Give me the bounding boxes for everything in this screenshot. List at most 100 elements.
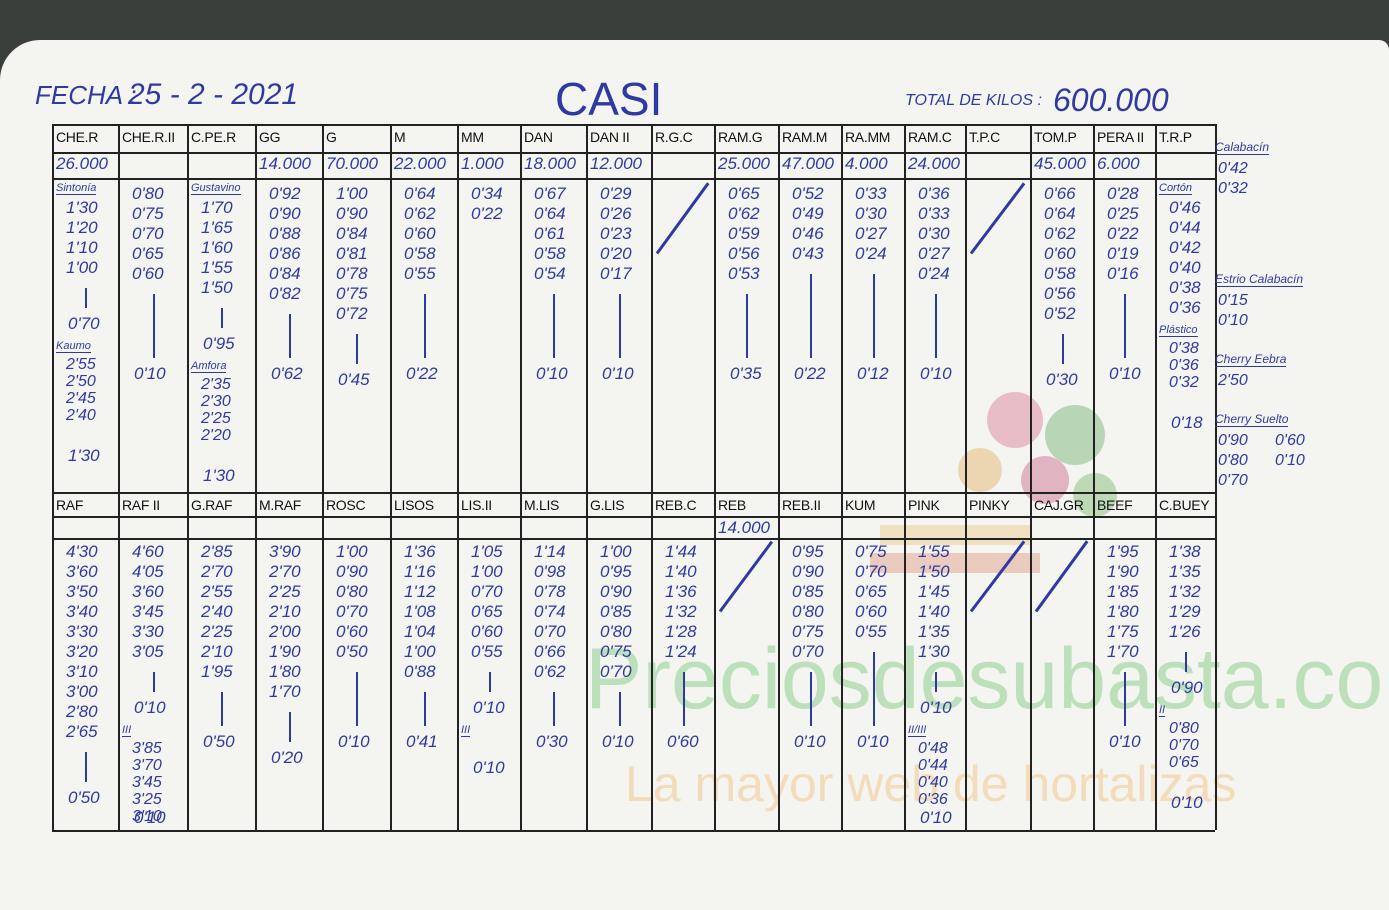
column-header-kum: KUM bbox=[845, 497, 876, 513]
price-value: 0'52 bbox=[792, 184, 824, 203]
price-value: 1'00 bbox=[471, 562, 503, 581]
minimum-price: 0'35 bbox=[730, 364, 762, 383]
grid-line bbox=[255, 492, 257, 830]
minimum-price: 0'70 bbox=[68, 314, 100, 333]
price-list: 1'70 1'65 1'60 1'55 1'50 bbox=[201, 198, 233, 298]
price-value: 0'62 bbox=[404, 204, 436, 223]
price-value: 0'36 bbox=[1169, 357, 1199, 374]
price-list: 0'64 0'62 0'60 0'58 0'55 bbox=[404, 184, 436, 284]
column-header-c-buey: C.BUEY bbox=[1159, 497, 1210, 513]
price-value: 0'86 bbox=[269, 244, 301, 263]
price-value: 0'55 bbox=[404, 264, 436, 283]
grid-line bbox=[52, 492, 54, 830]
price-value: 3'45 bbox=[132, 602, 164, 621]
grid-line bbox=[255, 124, 257, 492]
price-value: 0'90 bbox=[336, 204, 368, 223]
column-header-reb-c: REB.C bbox=[655, 497, 697, 513]
price-value: 0'90 bbox=[336, 562, 368, 581]
range-line bbox=[152, 294, 155, 358]
grid-line bbox=[187, 492, 189, 830]
column-kilos: 14.000 bbox=[718, 518, 770, 537]
price-value: 0'88 bbox=[269, 224, 301, 243]
column-header-r-g-c: R.G.C bbox=[655, 129, 693, 145]
price-value: 3'10 bbox=[66, 662, 98, 681]
price-list: 2'35 2'30 2'25 2'20 bbox=[201, 376, 231, 444]
range-line bbox=[288, 314, 291, 358]
price-value: 1'12 bbox=[404, 582, 436, 601]
price-value: 3'25 bbox=[132, 791, 162, 808]
price-value: 3'90 bbox=[269, 542, 301, 561]
grid-line bbox=[778, 124, 780, 492]
price-value: 0'25 bbox=[1107, 204, 1139, 223]
price-value: 0'90 bbox=[269, 204, 301, 223]
price-value: 0'24 bbox=[918, 264, 950, 283]
minimum-price: 0'10 bbox=[602, 364, 634, 383]
price-value: 0'62 bbox=[534, 662, 566, 681]
minimum-price: 0'10 bbox=[920, 698, 952, 717]
variety-label: Kaumo bbox=[56, 340, 91, 353]
column-kilos: 14.000 bbox=[259, 154, 311, 173]
column-header-m-lis: M.LIS bbox=[524, 497, 560, 513]
price-value: 1'26 bbox=[1169, 622, 1201, 641]
column-header-caj-gr: CAJ.GR bbox=[1034, 497, 1084, 513]
price-value: 0'75 bbox=[855, 542, 887, 561]
variety-label: III bbox=[461, 724, 471, 737]
column-header-pinky: PINKY bbox=[969, 497, 1010, 513]
price-value: 1'70 bbox=[269, 682, 301, 701]
price-value: 0'85 bbox=[792, 582, 824, 601]
side-note-value: 2'50 bbox=[1218, 372, 1248, 389]
price-value: 0'40 bbox=[918, 774, 948, 791]
price-value: 3'05 bbox=[132, 642, 164, 661]
price-value: 1'60 bbox=[201, 238, 233, 257]
price-value: 0'81 bbox=[336, 244, 368, 263]
price-value: 0'27 bbox=[855, 224, 887, 243]
range-line bbox=[682, 672, 685, 726]
column-header-pera-ii: PERA II bbox=[1097, 129, 1144, 145]
minimum-price: 0'10 bbox=[134, 808, 166, 827]
column-header-tom-p: TOM.P bbox=[1034, 129, 1077, 145]
grid-line bbox=[904, 492, 906, 830]
price-value: 2'20 bbox=[201, 427, 231, 444]
side-note-value: 0'10 bbox=[1218, 312, 1248, 329]
column-header-beef: BEEF bbox=[1097, 497, 1133, 513]
price-value: 0'65 bbox=[132, 244, 164, 263]
grid-line bbox=[1093, 492, 1095, 830]
price-value: 3'20 bbox=[66, 642, 98, 661]
price-value: 1'90 bbox=[269, 642, 301, 661]
price-value: 1'50 bbox=[201, 278, 233, 297]
price-value: 0'92 bbox=[269, 184, 301, 203]
column-header-m: M bbox=[394, 129, 406, 145]
price-list: 0'34 0'22 bbox=[471, 184, 503, 224]
price-value: 1'70 bbox=[1107, 642, 1139, 661]
page-title: CASI bbox=[555, 73, 663, 125]
grid-line bbox=[1155, 124, 1157, 492]
price-value: 1'95 bbox=[1107, 542, 1139, 561]
price-value: 0'55 bbox=[855, 622, 887, 641]
price-value: 1'28 bbox=[665, 622, 697, 641]
minimum-price: 0'95 bbox=[203, 334, 235, 353]
column-kilos: 26.000 bbox=[56, 154, 108, 173]
price-value: 0'30 bbox=[855, 204, 887, 223]
variety-label: Sintonía bbox=[56, 182, 97, 195]
price-value: 2'40 bbox=[201, 602, 233, 621]
price-value: 0'61 bbox=[534, 224, 566, 243]
price-list: 0'75 0'70 0'65 0'60 0'55 bbox=[855, 542, 887, 642]
price-value: 2'00 bbox=[269, 622, 301, 641]
price-value: 2'50 bbox=[66, 373, 96, 390]
price-value: 0'40 bbox=[1169, 258, 1201, 277]
price-value: 1'75 bbox=[1107, 622, 1139, 641]
minimum-price: 0'10 bbox=[134, 364, 166, 383]
price-value: 1'95 bbox=[201, 662, 233, 681]
price-value: 0'46 bbox=[1169, 198, 1201, 217]
price-value: 0'34 bbox=[471, 184, 503, 203]
price-value: 1'40 bbox=[918, 602, 950, 621]
price-value: 1'38 bbox=[1169, 542, 1201, 561]
price-value: 0'33 bbox=[918, 204, 950, 223]
price-value: 0'70 bbox=[534, 622, 566, 641]
minimum-price: 0'10 bbox=[134, 698, 166, 717]
variety-label: Cortón bbox=[1159, 182, 1193, 195]
grid-line bbox=[322, 492, 324, 830]
grid-line bbox=[457, 124, 459, 492]
column-header-mm: MM bbox=[461, 129, 484, 145]
price-list: 1'14 0'98 0'78 0'74 0'70 0'66 0'62 bbox=[534, 542, 566, 682]
